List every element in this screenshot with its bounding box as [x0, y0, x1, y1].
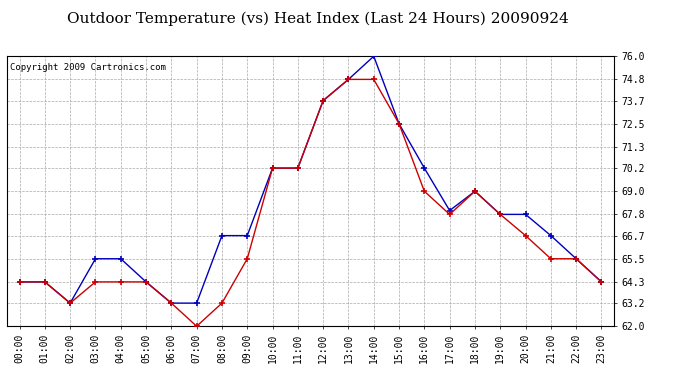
Text: Outdoor Temperature (vs) Heat Index (Last 24 Hours) 20090924: Outdoor Temperature (vs) Heat Index (Las…: [66, 11, 569, 26]
Text: Copyright 2009 Cartronics.com: Copyright 2009 Cartronics.com: [10, 63, 166, 72]
